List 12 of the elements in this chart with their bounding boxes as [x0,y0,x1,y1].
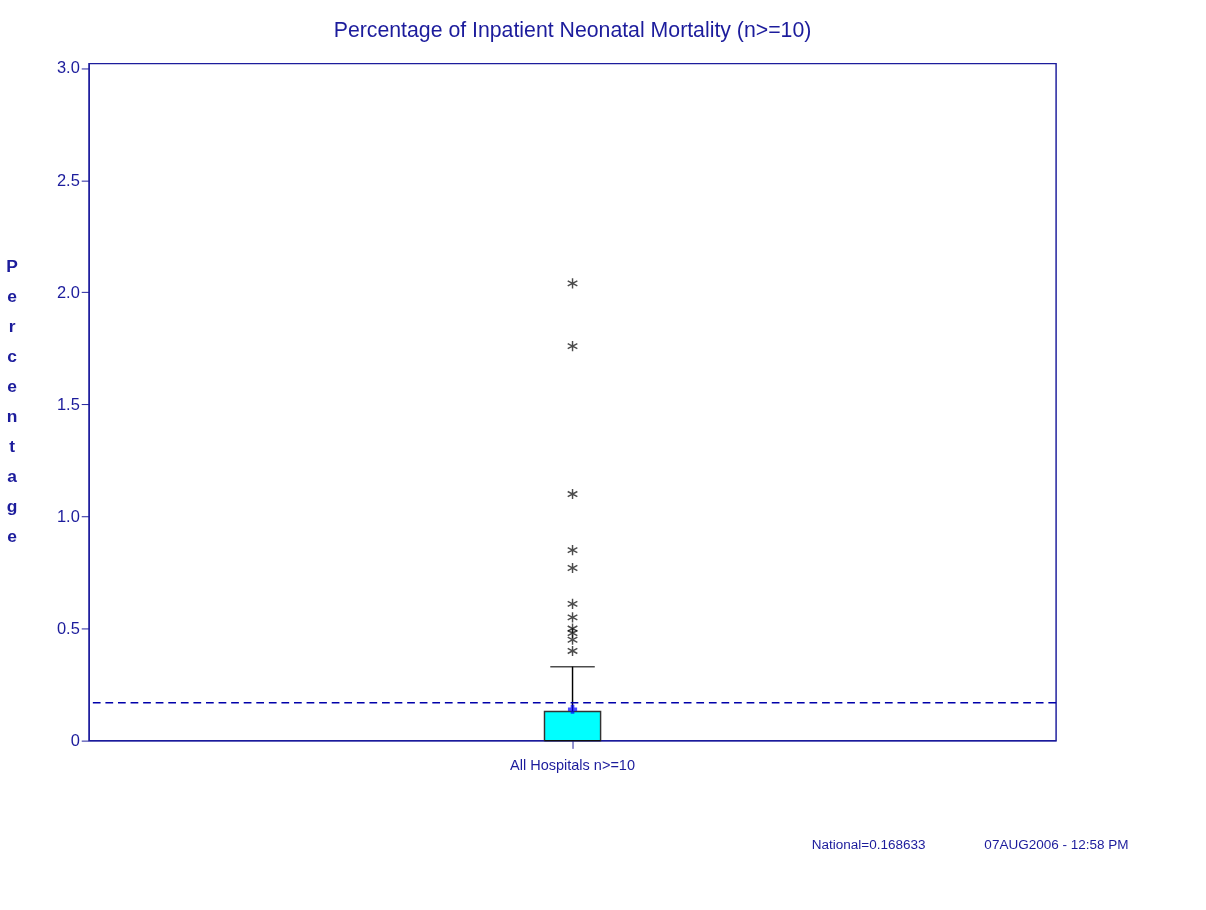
text: National=0.168633 [811,836,926,852]
y-tick-label: 1.0 [56,506,80,525]
y-tick-label: 2.0 [56,282,80,301]
text: 07AUG2006 - 12:58 PM [984,836,1129,852]
x-tick-label: All Hospitals n>=10 [510,757,635,774]
y-tick-label: 2.5 [56,170,80,189]
text: Percentage [6,256,18,546]
y-tick-label: 0 [70,730,80,749]
y-tick-label: 1.5 [56,394,80,413]
y-tick-label: 3.0 [56,58,80,77]
chart-title: Percentage of Inpatient Neonatal Mortality (n>=10) [333,18,812,43]
y-tick-label: 0.5 [56,618,80,637]
